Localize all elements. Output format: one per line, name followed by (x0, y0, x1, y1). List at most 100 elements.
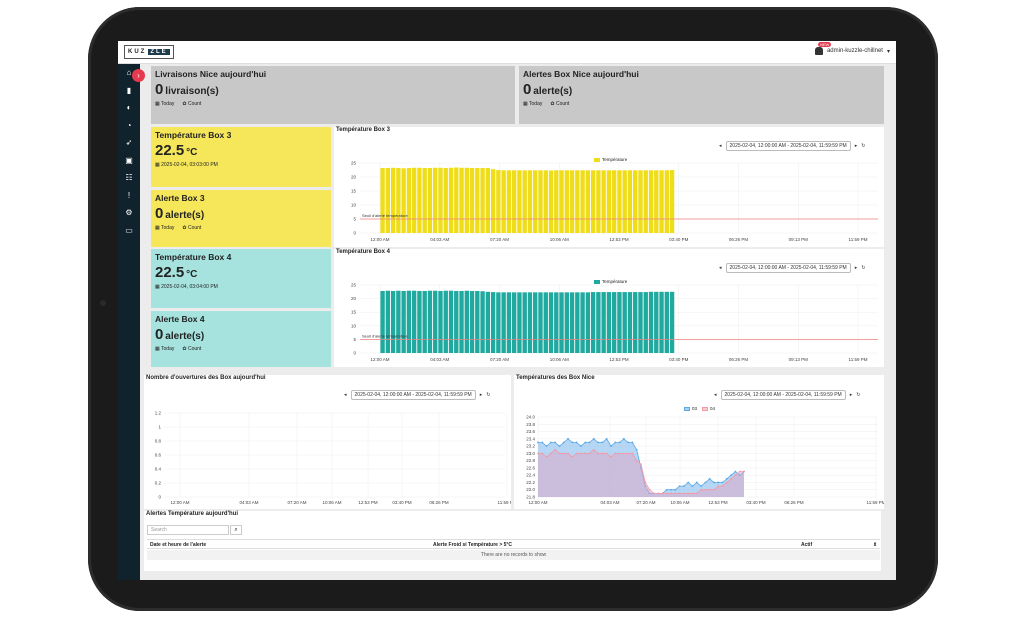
x-tick-label: 06:26 PM (729, 357, 749, 362)
refresh-icon[interactable]: ↻ (486, 392, 491, 398)
user-menu[interactable]: NEW admin-kuzzle-chillnet ▾ (814, 42, 890, 55)
data-point (575, 441, 578, 444)
search-input[interactable]: Search (147, 525, 229, 535)
threshold-label: Seuil d'alerte température (362, 333, 408, 338)
y-tick-label: 25 (351, 283, 357, 288)
gear-icon: ✿ Count (550, 101, 570, 107)
bar (543, 170, 548, 233)
bar (443, 168, 448, 233)
x-tick-label: 12:53 PM (609, 357, 629, 362)
settings-box-icon[interactable]: ▣ (125, 155, 133, 165)
data-point (661, 492, 664, 495)
bar (459, 290, 464, 353)
card-unit: °C (186, 147, 198, 158)
bar (669, 170, 675, 233)
x-tick-label: 03:40 PM (669, 237, 689, 242)
bar (480, 168, 485, 233)
alerts-table-panel: Alertes Température aujourd'hui Search ⌕… (144, 511, 881, 571)
refresh-icon[interactable]: ↻ (861, 143, 866, 149)
date-range-picker[interactable]: ◂ 2025-02-04, 12:00:00 AM - 2025-02-04, 1… (714, 390, 860, 400)
card-value: 0 (523, 81, 532, 98)
bar (601, 292, 606, 353)
prev-icon[interactable]: ◂ (719, 265, 722, 271)
chart-legend: Température (594, 279, 627, 284)
y-tick-label: 0 (353, 351, 356, 356)
cogs-icon[interactable]: ⚙ (125, 208, 133, 218)
data-point (622, 452, 625, 455)
chart-title: Température Box 4 (336, 249, 390, 255)
bar (575, 292, 580, 353)
data-point (618, 441, 621, 444)
data-point (545, 445, 548, 447)
data-point (717, 481, 720, 484)
toolbox-icon[interactable]: ▭ (125, 225, 133, 235)
bell-icon[interactable]: NEW (814, 42, 832, 55)
sort-icon[interactable]: ⇕ (873, 542, 878, 548)
bar (506, 292, 512, 353)
bar (575, 170, 580, 233)
col-date[interactable]: Date et heure de l'alerte (150, 542, 207, 548)
toggle-icon[interactable]: ◐ (126, 103, 132, 113)
home-icon[interactable]: ⌂ (126, 68, 132, 78)
search-icon[interactable]: ⌕ (230, 525, 242, 535)
thermometer-icon[interactable]: ▮ (126, 85, 132, 95)
date-range-picker[interactable]: ◂ 2025-02-04, 12:00:00 AM - 2025-02-04, 1… (344, 390, 490, 400)
bar (533, 292, 538, 353)
data-point (580, 452, 582, 455)
bar (417, 167, 422, 233)
data-point (648, 492, 651, 495)
date-range-picker[interactable]: ◂ 2025-02-04, 12:00:00 AM - 2025-02-04, 1… (719, 263, 865, 273)
nice-chart-panel: Températures des Box Nice ◂ 2025-02-04, 1… (514, 375, 884, 509)
data-point (717, 485, 720, 487)
bar (390, 290, 396, 353)
y-tick-label: 0 (158, 495, 161, 500)
col-actif[interactable]: Actif (801, 542, 813, 548)
gear-icon: ✿ Count (182, 225, 202, 231)
data-point (571, 441, 574, 444)
collapse-sidebar-button[interactable]: › (132, 69, 145, 82)
bar (501, 170, 506, 233)
data-point (683, 485, 685, 487)
hierarchy-icon[interactable]: ☷ (125, 173, 133, 183)
date-range-input[interactable]: 2025-02-04, 12:00:00 AM - 2025-02-04, 11… (720, 390, 846, 400)
prev-icon[interactable]: ◂ (344, 392, 347, 398)
date-range-picker[interactable]: ◂ 2025-02-04, 12:00:00 AM - 2025-02-04, 1… (719, 141, 865, 151)
data-point (635, 448, 638, 451)
bar (554, 170, 559, 233)
bar (517, 170, 522, 233)
gauge-icon[interactable]: ◔ (126, 120, 132, 130)
bar (522, 292, 527, 353)
bar (617, 292, 622, 353)
x-tick-label: 10:06 AM (322, 500, 341, 505)
bar (590, 170, 596, 233)
prev-icon[interactable]: ◂ (719, 143, 722, 149)
data-point (721, 481, 724, 484)
date-range-input[interactable]: 2025-02-04, 12:00:00 AM - 2025-02-04, 11… (725, 141, 851, 151)
rocket-icon[interactable]: ➶ (125, 138, 133, 148)
prev-icon[interactable]: ◂ (714, 392, 717, 398)
x-tick-label: 12:53 PM (609, 237, 629, 242)
col-alert[interactable]: Alerte Froid si Température > 5°C (433, 542, 513, 548)
box4-chart-panel: Température Box 4 ◂ 2025-02-04, 12:00:00 … (334, 249, 884, 367)
data-point (605, 437, 608, 440)
date-range-input[interactable]: 2025-02-04, 12:00:00 AM - 2025-02-04, 11… (350, 390, 476, 400)
y-tick-label: 10 (351, 203, 357, 208)
alert-icon[interactable]: ! (127, 190, 131, 200)
next-icon[interactable]: ▸ (854, 265, 858, 271)
bar (554, 292, 559, 353)
refresh-icon[interactable]: ↻ (856, 392, 861, 398)
date-range-input[interactable]: 2025-02-04, 12:00:00 AM - 2025-02-04, 11… (725, 263, 851, 273)
bar (427, 290, 433, 353)
bar (511, 170, 517, 233)
bar (643, 292, 648, 353)
next-icon[interactable]: ▸ (849, 392, 853, 398)
bar (517, 292, 522, 353)
next-icon[interactable]: ▸ (479, 392, 483, 398)
bar (385, 168, 391, 233)
kuzzle-logo[interactable]: KUZ ZLE (124, 45, 174, 59)
next-icon[interactable]: ▸ (854, 143, 858, 149)
data-point (588, 452, 591, 455)
refresh-icon[interactable]: ↻ (861, 265, 866, 271)
data-point (562, 441, 565, 444)
y-tick-label: 23.2 (526, 444, 535, 449)
